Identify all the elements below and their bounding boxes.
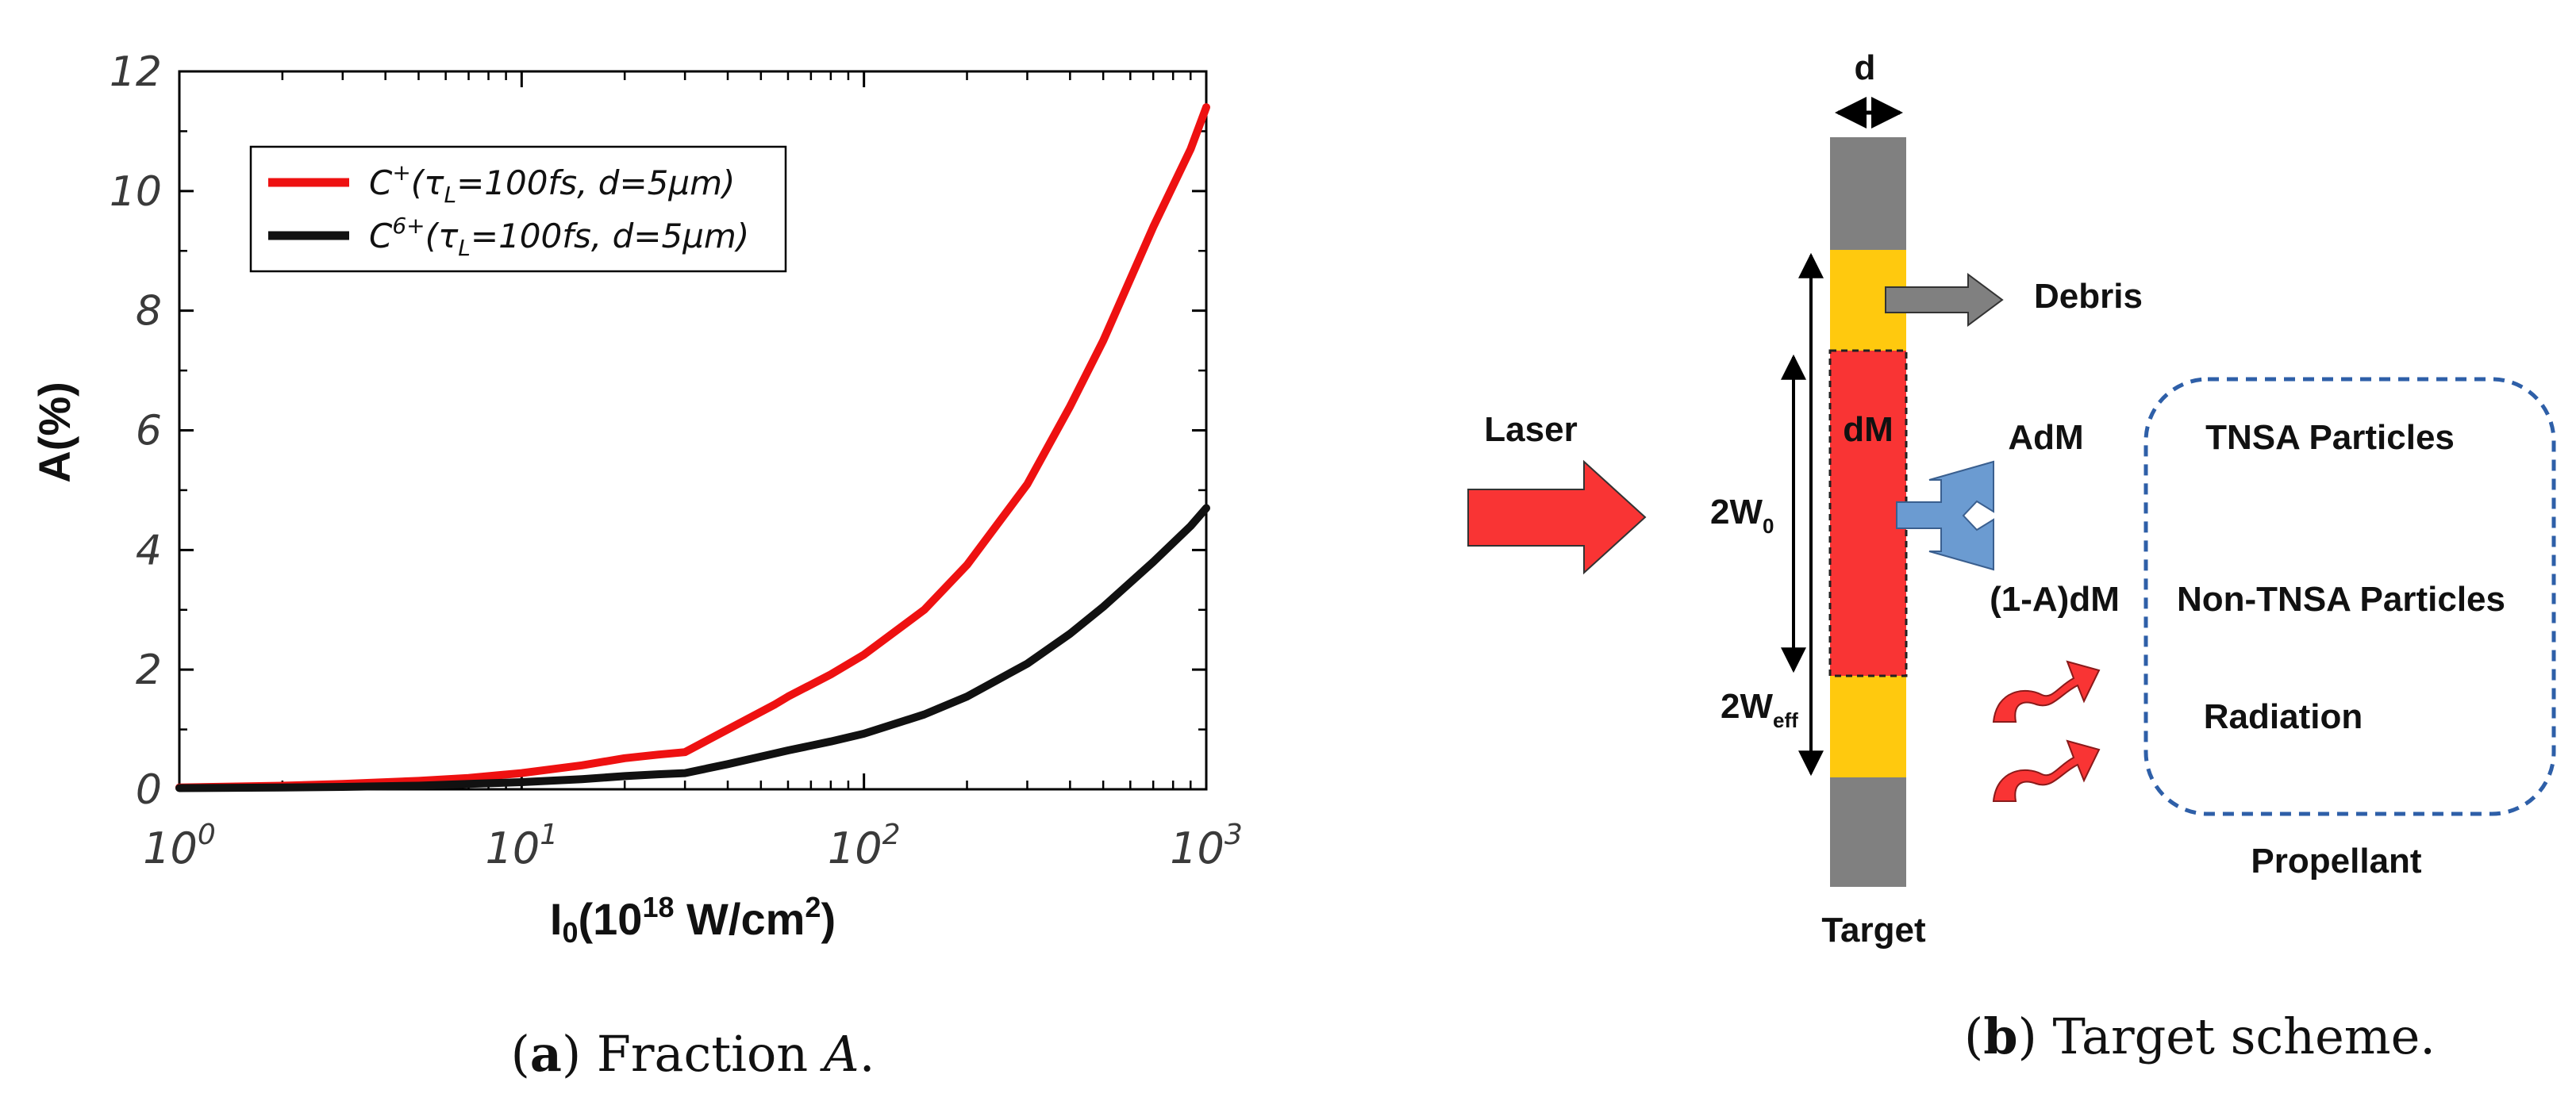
x-tick-label: 101: [486, 819, 559, 873]
x-tick-label: 103: [1170, 819, 1243, 873]
legend: C+(τL=100fs, d=5μm) C6+(τL=100fs, d=5μm): [249, 145, 787, 273]
x-axis-title: I0(1018 W/cm2): [550, 891, 836, 949]
panel-b-scheme: d 2W0 2Weff dM Laser Debris AdM (1-A)dM …: [1467, 48, 2556, 1065]
weff-label: 2Weff: [1721, 687, 1798, 732]
radiation-label: Radiation: [2204, 697, 2363, 736]
propellant-label: Propellant: [2251, 842, 2421, 881]
y-tick-label: 6: [136, 408, 162, 455]
caption-b: (b) Target scheme.: [1964, 1007, 2436, 1065]
y-tick-label: 0: [136, 766, 162, 814]
w0-label: 2W0: [1710, 493, 1774, 538]
y-axis-title: A(%): [29, 382, 79, 483]
debris-label: Debris: [2034, 277, 2143, 316]
panel-a-chart: 0 2 4 6 8 10 12 100 101 102 103 A(%) I0(1018 W/cm…: [29, 48, 1243, 1083]
d-label: d: [1855, 48, 1876, 87]
one-minus-a-dm-label: (1-A)dM: [1990, 580, 2120, 619]
series-lines: [175, 103, 1210, 792]
laser-label: Laser: [1484, 410, 1577, 449]
y-tick-labels: 0 2 4 6 8 10 12: [110, 48, 162, 814]
series-line-c-plus: [175, 103, 1210, 792]
propellant-box: [2143, 377, 2556, 816]
caption-a: (a) Fraction A.: [511, 1025, 875, 1083]
debris-arrow-icon: [1885, 273, 2004, 327]
legend-label-c-plus: C+(τL=100fs, d=5μm): [369, 159, 735, 208]
y-tick-label: 8: [136, 288, 162, 336]
y-tick-label: 12: [110, 48, 162, 96]
x-tick-label: 102: [828, 819, 901, 873]
y-tick-label: 10: [110, 168, 162, 216]
tnsa-label: TNSA Particles: [2205, 418, 2455, 457]
target-label: Target: [1821, 911, 1926, 950]
radiation-arrow-icon-2: [1992, 739, 2101, 802]
x-tick-labels: 100 101 102 103: [143, 819, 1243, 873]
non-tnsa-label: Non-TNSA Particles: [2177, 580, 2505, 619]
series-line-c-6plus: [175, 504, 1210, 792]
laser-arrow-icon: [1467, 459, 1647, 575]
x-tick-label: 100: [143, 819, 216, 873]
y-tick-label: 2: [136, 647, 162, 694]
target-dm-region: [1828, 349, 1908, 677]
legend-box: [249, 145, 787, 273]
legend-label-c-6plus: C6+(τL=100fs, d=5μm): [369, 213, 749, 261]
y-tick-label: 4: [136, 527, 162, 574]
adm-split-arrow-icon: [1896, 460, 1994, 571]
radiation-arrow-icon-1: [1992, 660, 2101, 723]
adm-label: AdM: [2008, 418, 2083, 457]
dm-label: dM: [1843, 410, 1894, 449]
